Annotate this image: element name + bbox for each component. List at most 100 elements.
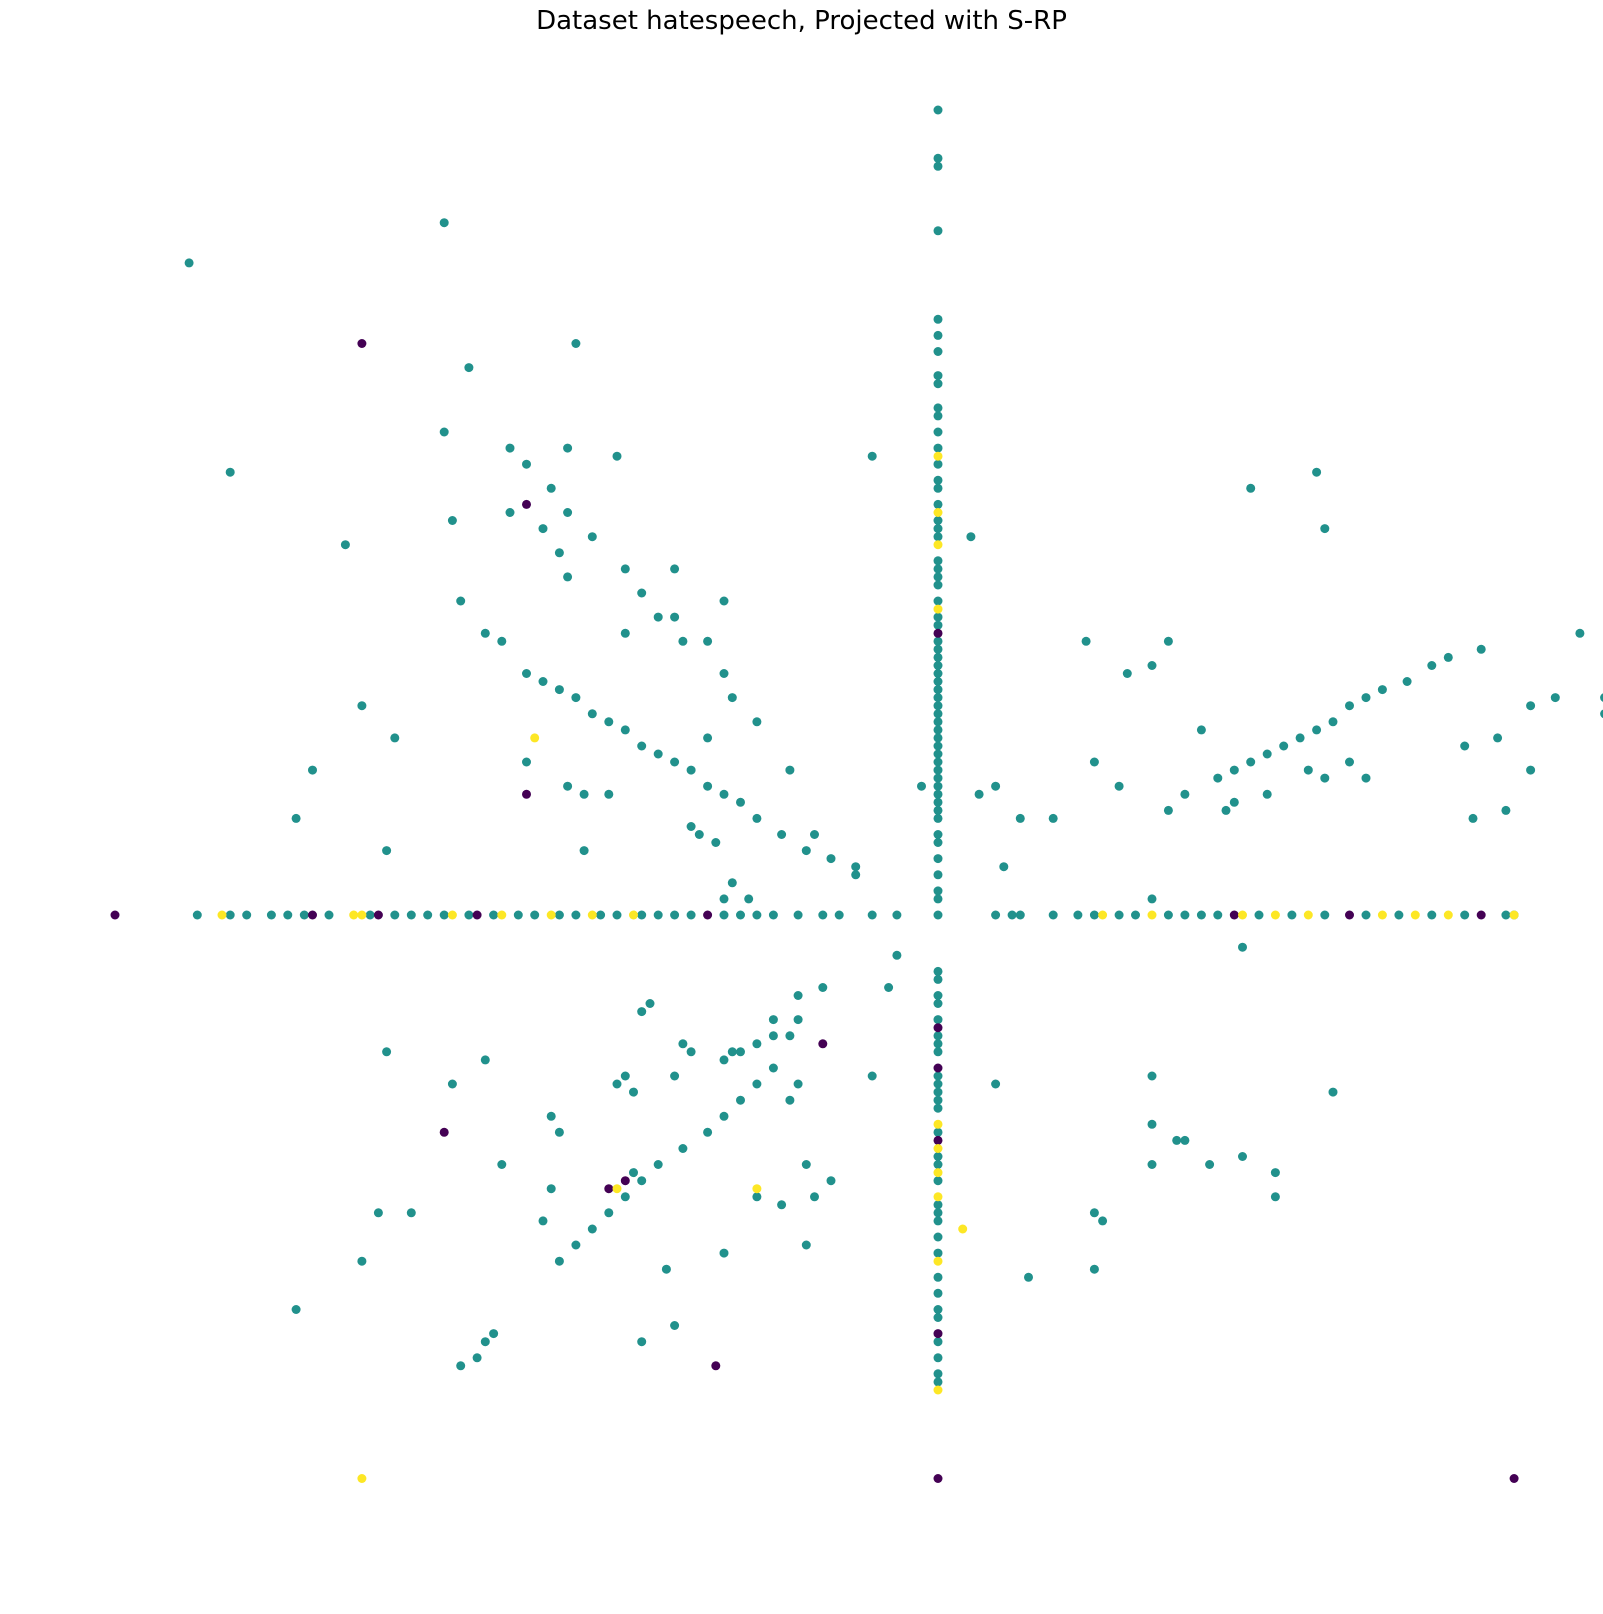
scatter-point [974, 789, 984, 799]
scatter-point [571, 693, 581, 703]
scatter-point [505, 443, 515, 453]
scatter-point [933, 105, 943, 115]
scatter-point [505, 508, 515, 517]
scatter-point [933, 677, 943, 686]
scatter-point [604, 1184, 614, 1194]
scatter-point [612, 1079, 622, 1089]
scatter-point [620, 725, 630, 735]
scatter-point [522, 757, 531, 767]
scatter-point [867, 1071, 877, 1081]
scatter-point [373, 910, 383, 920]
scatter-point [349, 910, 359, 920]
scatter-point [1205, 1160, 1215, 1169]
scatter-point [933, 838, 943, 847]
scatter-point [637, 1176, 647, 1186]
scatter-point [480, 628, 490, 638]
scatter-point [554, 685, 564, 695]
scatter-point [653, 612, 663, 622]
scatter-point [686, 1047, 696, 1057]
scatter-point [933, 725, 943, 735]
scatter-point [933, 1176, 943, 1186]
scatter-point [637, 910, 647, 920]
scatter-point [456, 596, 466, 606]
scatter-point [357, 910, 367, 920]
scatter-point [571, 339, 581, 348]
scatter-point [933, 652, 943, 662]
scatter-point [1303, 765, 1313, 775]
scatter-point [538, 1216, 548, 1226]
scatter-point [563, 508, 573, 517]
scatter-point [563, 781, 573, 791]
scatter-point [826, 1176, 836, 1186]
scatter-point [497, 910, 507, 920]
scatter-point [554, 548, 564, 558]
scatter-point [933, 1135, 943, 1145]
scatter-point [933, 991, 943, 1000]
scatter-point [670, 1321, 680, 1330]
scatter-point [546, 910, 556, 920]
scatter-point [637, 1007, 647, 1017]
scatter-point [1460, 741, 1470, 751]
scatter-point [538, 524, 548, 534]
scatter-point [933, 1256, 943, 1266]
scatter-point [933, 910, 943, 920]
scatter-point [546, 1184, 556, 1194]
scatter-point [612, 451, 622, 461]
scatter-point [678, 1039, 688, 1049]
scatter-point [933, 1232, 943, 1242]
scatter-point [768, 910, 778, 920]
scatter-point [604, 789, 614, 799]
scatter-point [1147, 1071, 1157, 1081]
scatter-point [933, 161, 943, 171]
scatter-point [1295, 733, 1305, 743]
scatter-point [390, 733, 400, 743]
scatter-point [793, 910, 803, 920]
scatter-point [1501, 805, 1511, 815]
scatter-point [1114, 781, 1124, 791]
scatter-point [933, 1015, 943, 1025]
scatter-point [933, 974, 943, 984]
scatter-point [1526, 701, 1536, 711]
scatter-point [1221, 805, 1231, 815]
scatter-point [933, 1127, 943, 1137]
scatter-point [1089, 910, 1099, 920]
scatter-point [686, 910, 696, 920]
scatter-point [1402, 677, 1412, 686]
scatter-point [283, 910, 293, 920]
scatter-point [703, 733, 713, 743]
scatter-point [1213, 910, 1223, 920]
scatter-point [579, 789, 589, 799]
scatter-point [1015, 910, 1025, 920]
scatter-point [192, 910, 202, 920]
scatter-point [1320, 773, 1330, 783]
scatter-point [1163, 805, 1173, 815]
scatter-point [991, 910, 1001, 920]
scatter-point [933, 379, 943, 389]
scatter-point [1345, 701, 1354, 711]
scatter-point [1345, 910, 1354, 920]
scatter-point [1073, 910, 1083, 920]
scatter-point [1312, 725, 1322, 735]
scatter-point [357, 1256, 367, 1266]
scatter-point [1048, 813, 1058, 823]
scatter-point [373, 1208, 383, 1218]
scatter-point [480, 1337, 490, 1347]
scatter-point [1501, 910, 1511, 920]
scatter-point [1509, 910, 1519, 920]
scatter-point [225, 910, 235, 920]
scatter-point [818, 910, 828, 920]
scatter-point [933, 1248, 943, 1258]
scatter-point [1147, 661, 1157, 670]
scatter-point [966, 532, 976, 542]
scatter-point [1377, 910, 1387, 920]
scatter-point [991, 1079, 1001, 1089]
scatter-point [340, 540, 350, 550]
scatter-point [958, 1224, 968, 1234]
scatter-point [933, 411, 943, 421]
scatter-point [933, 1474, 943, 1483]
scatter-point [406, 1208, 416, 1218]
scatter-point [727, 1047, 737, 1057]
scatter-point [719, 669, 729, 678]
scatter-point [933, 314, 943, 324]
scatter-point [308, 910, 317, 920]
